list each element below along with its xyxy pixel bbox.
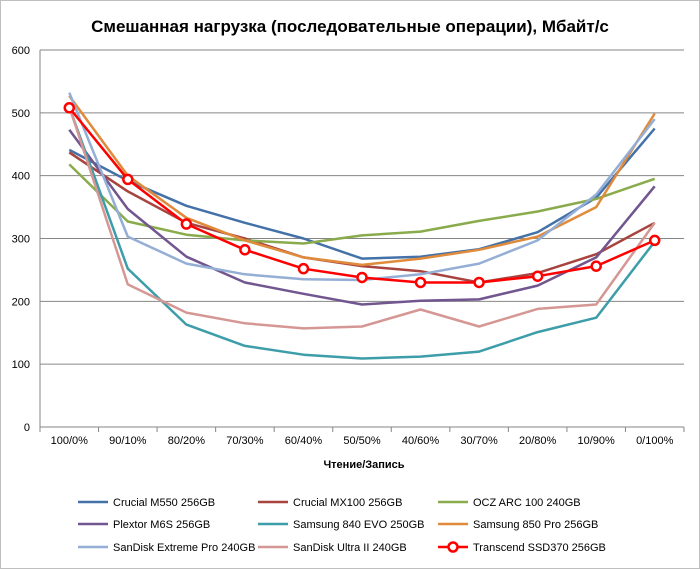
x-tick-label: 0/100%: [636, 435, 674, 447]
y-tick-label: 300: [12, 234, 30, 246]
series-8: [63, 102, 661, 289]
series-line: [68, 95, 656, 267]
x-tick-label: 100/0%: [51, 435, 89, 447]
legend-item: SanDisk Ultra II 240GB: [258, 542, 407, 554]
x-tick-label: 50/50%: [343, 435, 381, 447]
series-2: [68, 163, 656, 245]
series-line: [68, 127, 656, 260]
series-line: [68, 163, 656, 245]
legend-item: Crucial MX100 256GB: [258, 497, 402, 509]
x-tick-label: 60/40%: [285, 435, 323, 447]
x-tick-label: 20/80%: [519, 435, 557, 447]
series-7: [68, 106, 656, 330]
legend: Crucial M550 256GB Crucial MX100 256GB OCZ…: [78, 497, 606, 554]
data-point: [531, 270, 544, 282]
legend-label: SanDisk Ultra II 240GB: [293, 542, 407, 554]
legend-item: Samsung 840 EVO 250GB: [258, 519, 424, 531]
x-tick-label: 30/70%: [460, 435, 498, 447]
data-point: [473, 276, 485, 289]
legend-item: SanDisk Extreme Pro 240GB: [78, 542, 255, 554]
series-5: [68, 95, 656, 267]
series-3: [68, 129, 656, 306]
x-axis-title: Чтение/Запись: [323, 459, 404, 471]
legend-label: Transcend SSD370 256GB: [473, 542, 606, 554]
series-line: [68, 106, 656, 360]
legend-item: Plextor M6S 256GB: [78, 519, 210, 531]
legend-item: Transcend SSD370 256GB: [438, 541, 606, 554]
y-tick-label: 600: [12, 45, 30, 57]
legend-label: SanDisk Extreme Pro 240GB: [113, 542, 255, 554]
data-point: [297, 262, 310, 275]
x-tick-label: 90/10%: [109, 435, 147, 447]
y-tick-label: 500: [12, 108, 30, 120]
y-tick-label: 200: [12, 296, 30, 308]
x-tick-label: 70/30%: [226, 435, 264, 447]
data-point: [63, 102, 76, 114]
legend-item: Crucial M550 256GB: [78, 497, 215, 509]
chart-title: Смешанная нагрузка (последовательные опе…: [91, 17, 609, 36]
legend-item: OCZ ARC 100 240GB: [438, 497, 581, 509]
data-point: [648, 234, 661, 247]
axes: 0 100 200 300 400 500 600 100/0% 90/10% 80/20% 70/…: [12, 45, 685, 447]
x-tick-label: 40/60%: [402, 435, 440, 447]
series-lines: [63, 92, 661, 360]
legend-item: Samsung 850 Pro 256GB: [438, 519, 598, 531]
data-point: [122, 173, 134, 186]
gridlines: [40, 49, 684, 365]
series-line: [68, 106, 656, 330]
data-point: [356, 271, 368, 284]
legend-label: Crucial M550 256GB: [113, 497, 215, 509]
legend-label: Crucial MX100 256GB: [293, 497, 402, 509]
series-0: [68, 127, 656, 260]
legend-marker: [447, 541, 459, 553]
series-4: [68, 106, 656, 360]
series-line: [68, 129, 656, 306]
data-point: [590, 260, 602, 272]
data-point: [239, 244, 251, 256]
x-tick-label: 80/20%: [168, 435, 206, 447]
y-tick-label: 400: [12, 171, 30, 183]
y-tick-label: 100: [12, 359, 30, 371]
legend-label: OCZ ARC 100 240GB: [473, 497, 581, 509]
x-tick-label: 10/90%: [578, 435, 616, 447]
legend-label: Samsung 850 Pro 256GB: [473, 519, 598, 531]
y-tick-label: 0: [24, 422, 30, 434]
data-point: [414, 276, 427, 289]
legend-label: Plextor M6S 256GB: [113, 519, 210, 531]
data-point: [180, 218, 193, 230]
legend-label: Samsung 840 EVO 250GB: [293, 519, 424, 531]
